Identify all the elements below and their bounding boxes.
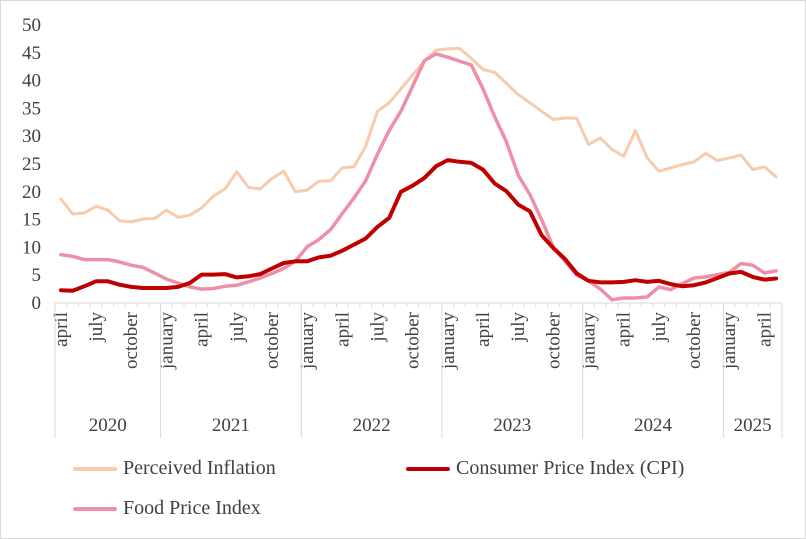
- x-month-label: october: [543, 311, 564, 369]
- year-label: 2020: [89, 415, 127, 436]
- legend-item-perceived-inflation: Perceived Inflation: [73, 457, 276, 480]
- legend-label-perceived-inflation: Perceived Inflation: [123, 457, 276, 479]
- x-month-label: january: [438, 312, 459, 370]
- x-month-label: july: [649, 312, 670, 343]
- x-month-label: april: [332, 312, 353, 347]
- x-month-label: april: [614, 312, 635, 347]
- legend-swatch-perceived-inflation: [73, 466, 117, 471]
- y-tick-label: 25: [22, 154, 41, 175]
- legend-item-cpi: Consumer Price Index (CPI): [406, 457, 684, 480]
- series-line-perceived-inflation: [59, 46, 778, 224]
- year-label: 2021: [212, 415, 250, 436]
- legend-swatch-food-price-index: [73, 506, 117, 511]
- x-month-label: april: [192, 312, 213, 347]
- y-axis: 0 5 10 15 20 25 30 35 40 45 50: [22, 15, 41, 314]
- x-month-label: july: [86, 312, 107, 343]
- y-tick-label: 30: [22, 126, 41, 147]
- x-month-label: january: [156, 312, 177, 370]
- y-tick-label: 40: [22, 71, 41, 92]
- x-month-label: april: [754, 312, 775, 347]
- x-month-label: july: [227, 312, 248, 343]
- year-label: 2022: [353, 415, 391, 436]
- x-month-label: july: [508, 312, 529, 343]
- y-tick-label: 5: [32, 265, 42, 286]
- y-tick-label: 45: [22, 43, 41, 64]
- x-month-label: october: [403, 311, 424, 369]
- legend-item-food-price-index: Food Price Index: [73, 497, 261, 520]
- y-tick-label: 15: [22, 210, 41, 231]
- x-month-label: april: [51, 312, 72, 347]
- x-month-label: october: [262, 311, 283, 369]
- y-tick-label: 50: [22, 15, 41, 36]
- x-axis: april july october january april july october j…: [51, 302, 783, 438]
- x-month-label: april: [473, 312, 494, 347]
- y-tick-label: 0: [32, 293, 42, 314]
- y-tick-label: 20: [22, 182, 41, 203]
- year-label: 2025: [734, 415, 772, 436]
- x-month-label: july: [367, 312, 388, 343]
- x-month-label: october: [684, 311, 705, 369]
- legend-label-food-price-index: Food Price Index: [123, 497, 261, 519]
- series-lines: [58, 46, 779, 302]
- x-month-label: january: [719, 312, 740, 370]
- y-tick-label: 10: [22, 237, 41, 258]
- x-month-label: january: [297, 312, 318, 370]
- x-month-label: october: [121, 311, 142, 369]
- legend-swatch-cpi: [406, 466, 450, 471]
- series-line-food-price-index: [59, 52, 778, 302]
- year-label: 2024: [634, 415, 673, 436]
- y-tick-label: 35: [22, 98, 41, 119]
- x-month-label: january: [579, 312, 600, 370]
- series-line-consumer-price-index-cpi: [58, 158, 779, 293]
- legend-label-cpi: Consumer Price Index (CPI): [456, 457, 685, 479]
- year-label: 2023: [493, 415, 531, 436]
